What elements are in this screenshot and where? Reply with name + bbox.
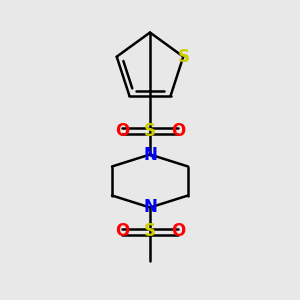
Text: O: O (171, 122, 185, 140)
Text: N: N (143, 146, 157, 164)
Text: S: S (144, 223, 156, 241)
Text: S: S (177, 48, 189, 66)
Text: S: S (144, 122, 156, 140)
Text: O: O (115, 122, 129, 140)
Text: O: O (171, 223, 185, 241)
Text: N: N (143, 199, 157, 217)
Text: O: O (115, 223, 129, 241)
